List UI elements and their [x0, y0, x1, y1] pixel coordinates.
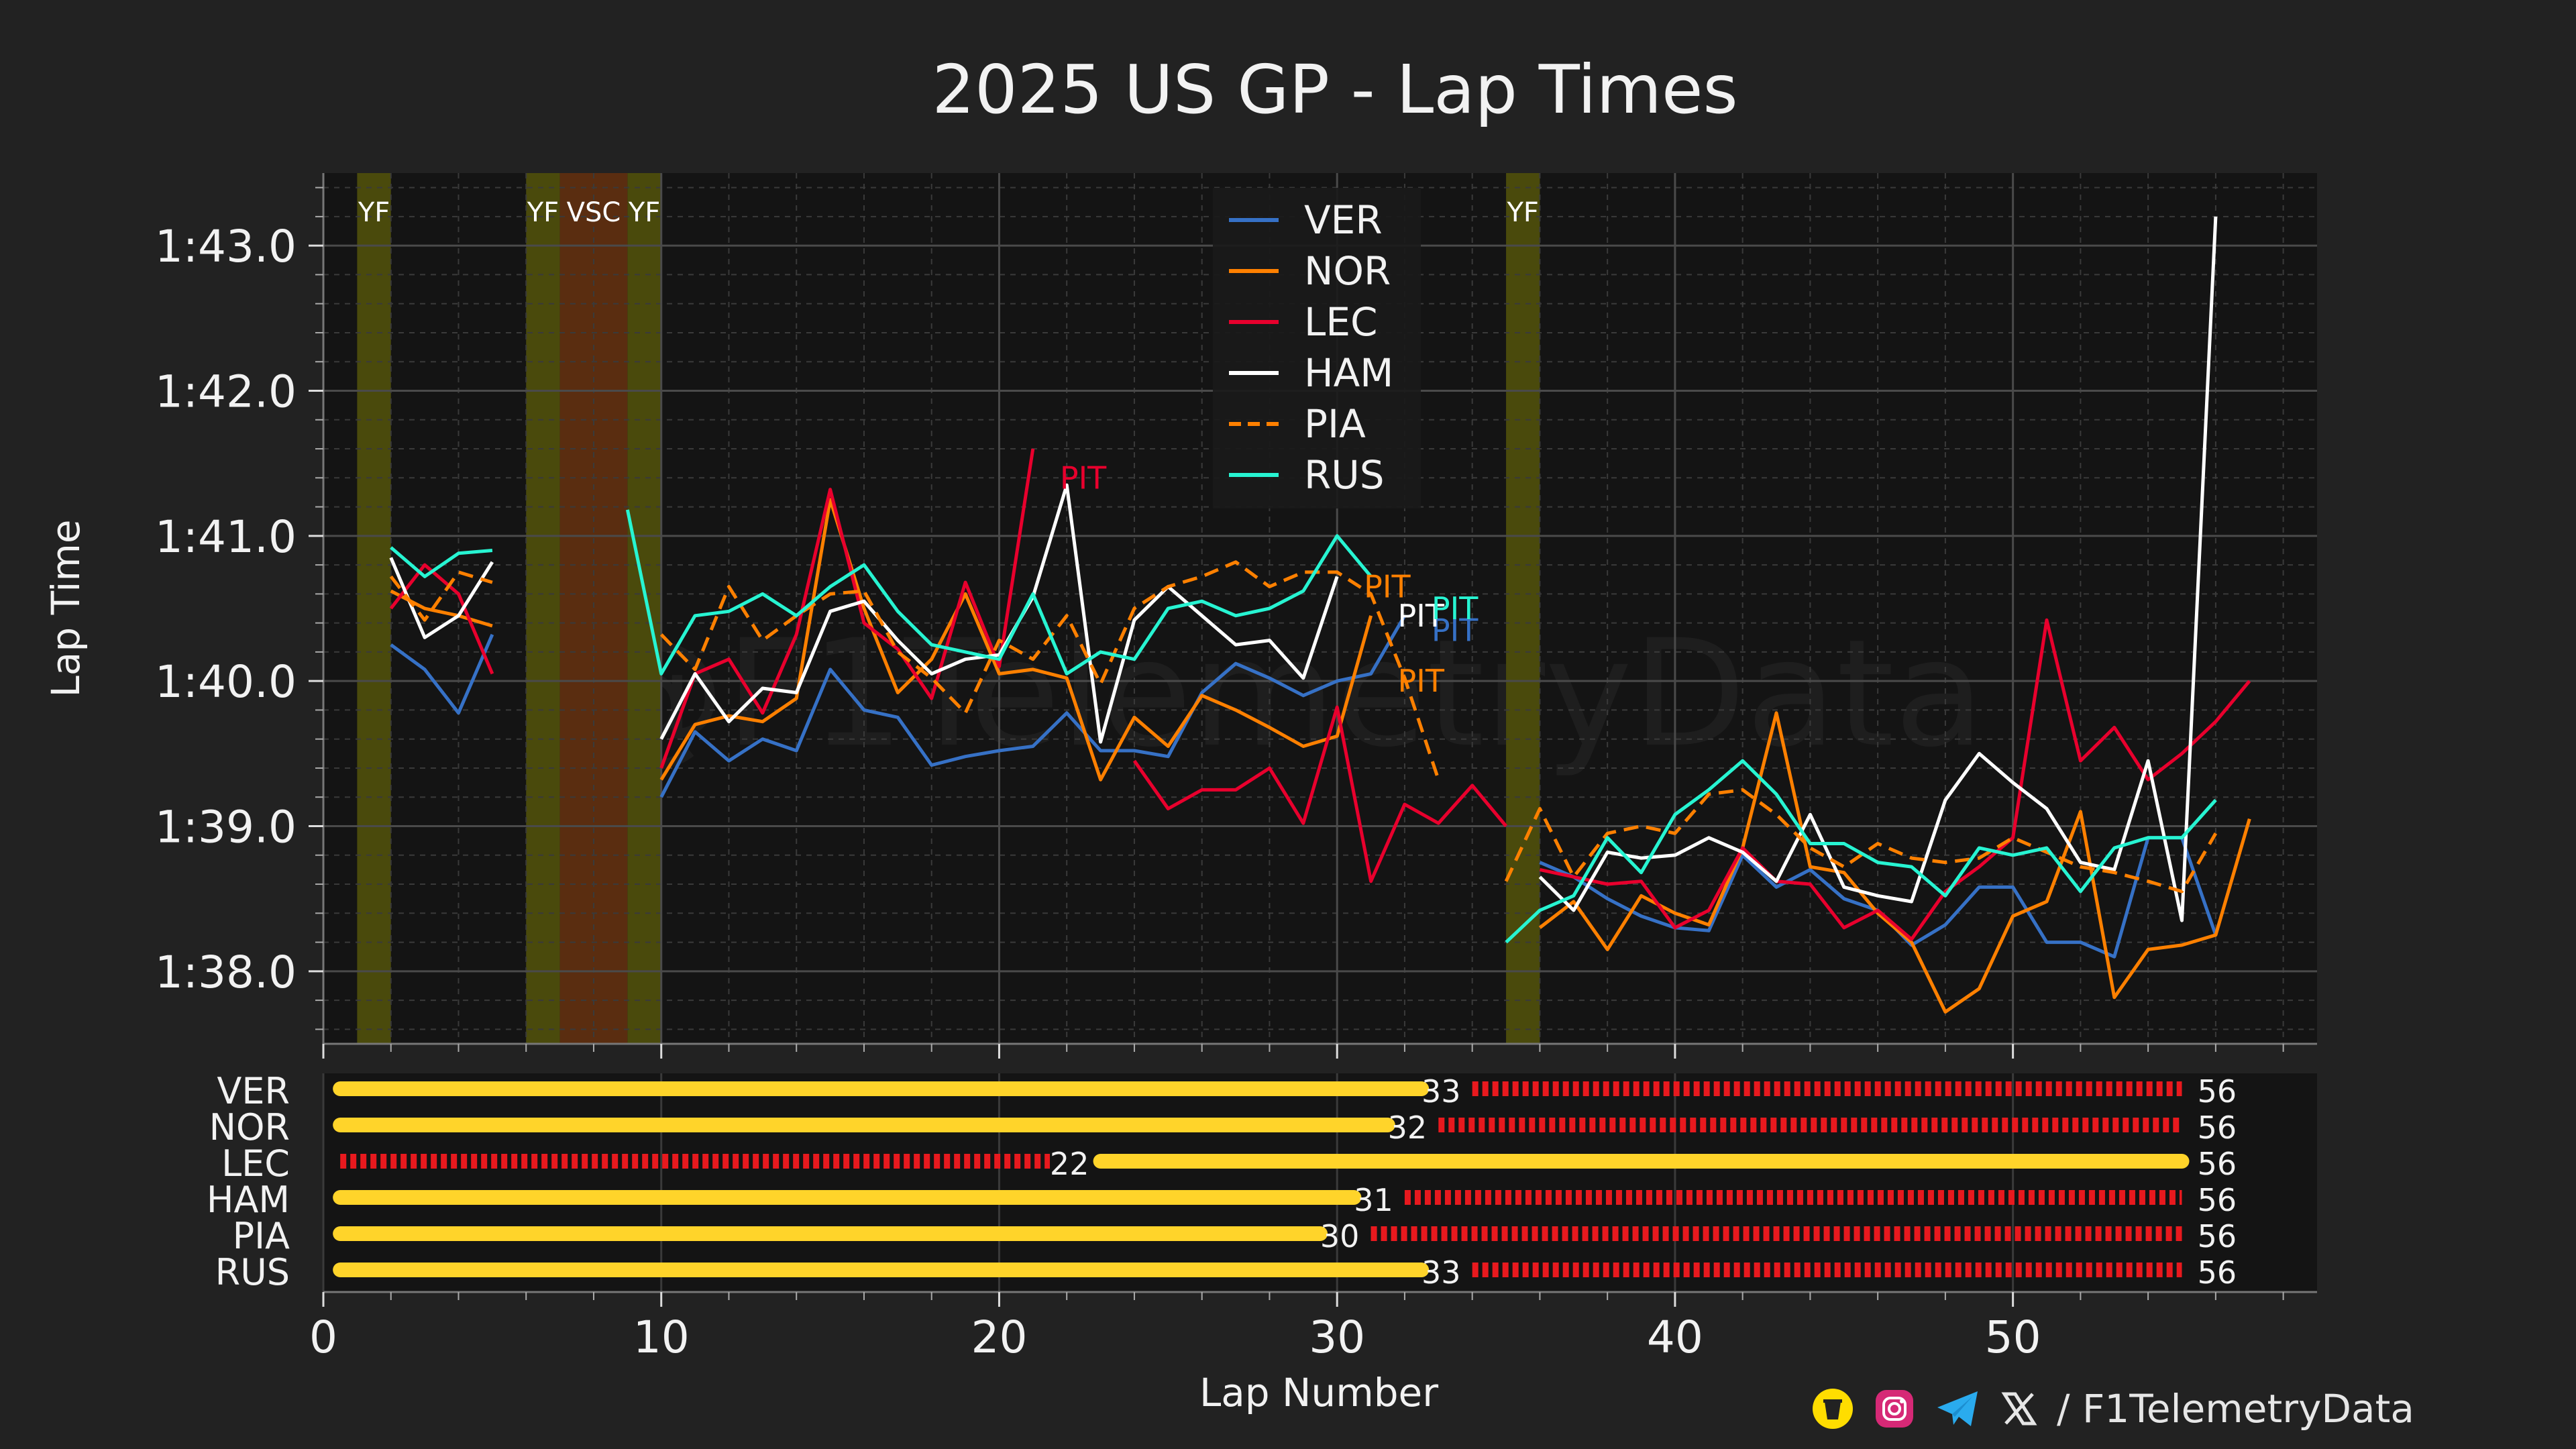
series-line-lec — [389, 563, 494, 675]
flag-band-vsc — [559, 173, 628, 1044]
flag-band-yf — [1506, 173, 1540, 1044]
series-line-ham — [659, 483, 1339, 744]
stint-pit-lap: 33 — [1421, 1254, 1461, 1291]
pit-label-lec: PIT — [1060, 460, 1107, 496]
series-line-pia — [389, 570, 493, 622]
x-icon[interactable] — [2000, 1390, 2038, 1428]
stint-row-ham: HAM 31 56 — [207, 1179, 2237, 1221]
flag-label-yf: YF — [1507, 197, 1539, 228]
series-line-ver — [659, 614, 1407, 798]
pit-label-pia: PIT — [1364, 569, 1411, 605]
flag-label-vsc: VSC — [567, 197, 621, 228]
stint-driver-label: VER — [217, 1070, 290, 1112]
pit-label-rus: PIT — [1432, 590, 1479, 627]
x-tick-label: 20 — [971, 1311, 1027, 1363]
chart-title: 2025 US GP - Lap Times — [932, 50, 1737, 129]
stint-driver-label: RUS — [215, 1251, 290, 1293]
y-tick-label: 1:41.0 — [155, 511, 297, 563]
stint-driver-label: LEC — [221, 1142, 290, 1185]
series-line-rus — [390, 546, 493, 578]
pit-label-nor: PIT — [1398, 663, 1445, 699]
instagram-icon[interactable] — [1873, 1387, 1916, 1430]
series-line-pia — [1504, 788, 2218, 894]
stint-row-rus: RUS 33 56 — [215, 1251, 2237, 1293]
series-rus — [390, 509, 2217, 944]
flag-band-yf — [526, 173, 560, 1044]
y-tick-label: 1:40.0 — [155, 656, 297, 708]
stint-end-lap: 56 — [2198, 1218, 2237, 1254]
footer: / F1TelemetryData — [1811, 1382, 2414, 1436]
series-line-lec — [659, 448, 1035, 769]
y-tick-label: 1:42.0 — [155, 366, 297, 418]
stint-row-nor: NOR 32 56 — [209, 1106, 2237, 1148]
series-line-rus — [1505, 759, 2217, 944]
stint-driver-label: PIA — [233, 1215, 290, 1257]
flag-band-yf — [627, 173, 661, 1044]
flag-label-yf: YF — [527, 197, 559, 228]
telegram-icon[interactable] — [1935, 1387, 1982, 1430]
stint-end-lap: 56 — [2198, 1254, 2237, 1291]
stint-end-lap: 56 — [2198, 1073, 2237, 1110]
stint-plot-area — [323, 1073, 2317, 1292]
series-line-rus — [625, 509, 1373, 676]
series-line-nor — [659, 498, 1373, 782]
x-tick-label: 10 — [633, 1311, 690, 1363]
stint-pit-lap: 31 — [1354, 1182, 1393, 1218]
y-tick-label: 1:43.0 — [155, 221, 297, 272]
series-line-lec — [1539, 618, 2251, 941]
stint-row-lec: LEC 22 56 — [221, 1142, 2237, 1185]
legend-label-pia: PIA — [1304, 401, 1366, 447]
stint-end-lap: 56 — [2198, 1110, 2237, 1146]
stint-pit-lap: 32 — [1388, 1110, 1428, 1146]
series-lec — [389, 448, 2251, 941]
stint-end-lap: 56 — [2198, 1146, 2237, 1182]
legend-label-rus: RUS — [1304, 452, 1385, 498]
series-line-ver — [390, 633, 494, 715]
stint-pit-lap: 33 — [1421, 1073, 1461, 1110]
stint-end-lap: 56 — [2198, 1182, 2237, 1218]
y-axis-label: Lap Time — [43, 519, 89, 697]
series-line-ham — [1538, 216, 2218, 922]
legend-label-ver: VER — [1304, 197, 1383, 243]
stint-row-ver: VER 33 56 — [217, 1070, 2237, 1112]
watermark: @F1TelemetryData — [578, 608, 1984, 780]
series-line-lec — [1132, 705, 1508, 883]
flag-label-yf: YF — [628, 197, 660, 228]
legend-label-ham: HAM — [1304, 350, 1393, 396]
x-tick-label: 30 — [1309, 1311, 1365, 1363]
y-tick-label: 1:39.0 — [155, 802, 297, 853]
x-tick-label: 0 — [309, 1311, 337, 1363]
flag-label-yf: YF — [358, 197, 390, 228]
stint-row-pia: PIA 30 56 — [233, 1215, 2237, 1257]
pit-label-ham: PIT — [1398, 598, 1445, 634]
buymeacoffee-icon[interactable] — [1811, 1387, 1854, 1430]
stint-driver-label: HAM — [207, 1179, 290, 1221]
y-tick-label: 1:38.0 — [155, 947, 297, 998]
x-tick-label: 50 — [1985, 1311, 2041, 1363]
x-axis-label: Lap Number — [1199, 1370, 1438, 1415]
stint-pit-lap: 22 — [1050, 1146, 1089, 1182]
legend-label-nor: NOR — [1304, 248, 1391, 294]
legend-box — [1213, 188, 1421, 508]
footer-handle: / F1TelemetryData — [2057, 1386, 2414, 1432]
flag-band-yf — [357, 173, 391, 1044]
legend-label-lec: LEC — [1304, 299, 1377, 345]
stint-pit-lap: 30 — [1320, 1218, 1360, 1254]
pit-label-ver: PIT — [1432, 612, 1479, 648]
stint-driver-label: NOR — [209, 1106, 290, 1148]
x-tick-label: 40 — [1647, 1311, 1703, 1363]
